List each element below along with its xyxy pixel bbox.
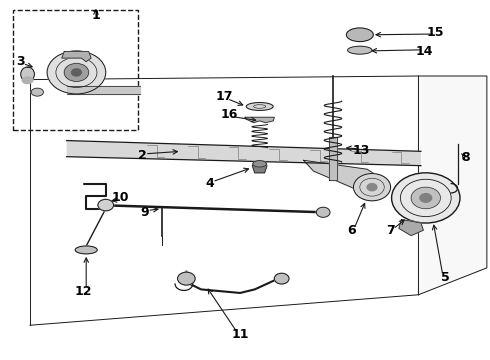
Text: 5: 5 <box>441 271 450 284</box>
Ellipse shape <box>75 246 97 254</box>
Text: 3: 3 <box>16 55 24 68</box>
Text: 1: 1 <box>92 9 100 22</box>
Polygon shape <box>329 137 337 180</box>
Circle shape <box>177 272 195 285</box>
Ellipse shape <box>31 88 44 96</box>
Ellipse shape <box>246 103 273 111</box>
Polygon shape <box>67 140 421 166</box>
Text: 16: 16 <box>220 108 238 121</box>
Ellipse shape <box>21 67 34 81</box>
Ellipse shape <box>253 161 267 167</box>
Text: 4: 4 <box>205 177 214 190</box>
Circle shape <box>392 173 460 223</box>
Text: 10: 10 <box>112 192 129 204</box>
Circle shape <box>367 184 377 191</box>
Polygon shape <box>67 86 140 94</box>
Bar <box>13 10 138 130</box>
Polygon shape <box>245 117 274 123</box>
Text: 2: 2 <box>138 149 147 162</box>
Circle shape <box>420 194 432 202</box>
Ellipse shape <box>346 28 373 41</box>
Text: 17: 17 <box>216 90 233 103</box>
Text: 7: 7 <box>386 224 395 238</box>
Circle shape <box>274 273 289 284</box>
Polygon shape <box>62 51 91 62</box>
Circle shape <box>353 174 391 201</box>
Polygon shape <box>252 166 267 173</box>
Text: 12: 12 <box>75 285 93 298</box>
Circle shape <box>72 69 81 76</box>
Ellipse shape <box>22 77 33 84</box>
Circle shape <box>64 63 89 81</box>
Polygon shape <box>418 76 487 295</box>
Circle shape <box>47 51 106 94</box>
Polygon shape <box>399 220 423 235</box>
Circle shape <box>411 187 441 209</box>
Ellipse shape <box>347 46 372 54</box>
Text: 13: 13 <box>353 144 370 157</box>
Text: 6: 6 <box>347 224 356 238</box>
Text: 11: 11 <box>231 328 249 341</box>
Polygon shape <box>304 160 389 196</box>
Circle shape <box>98 199 114 211</box>
Text: 14: 14 <box>416 45 434 58</box>
Text: 15: 15 <box>427 26 444 39</box>
Text: 9: 9 <box>141 206 149 219</box>
Circle shape <box>317 207 330 217</box>
Text: 8: 8 <box>462 151 470 164</box>
